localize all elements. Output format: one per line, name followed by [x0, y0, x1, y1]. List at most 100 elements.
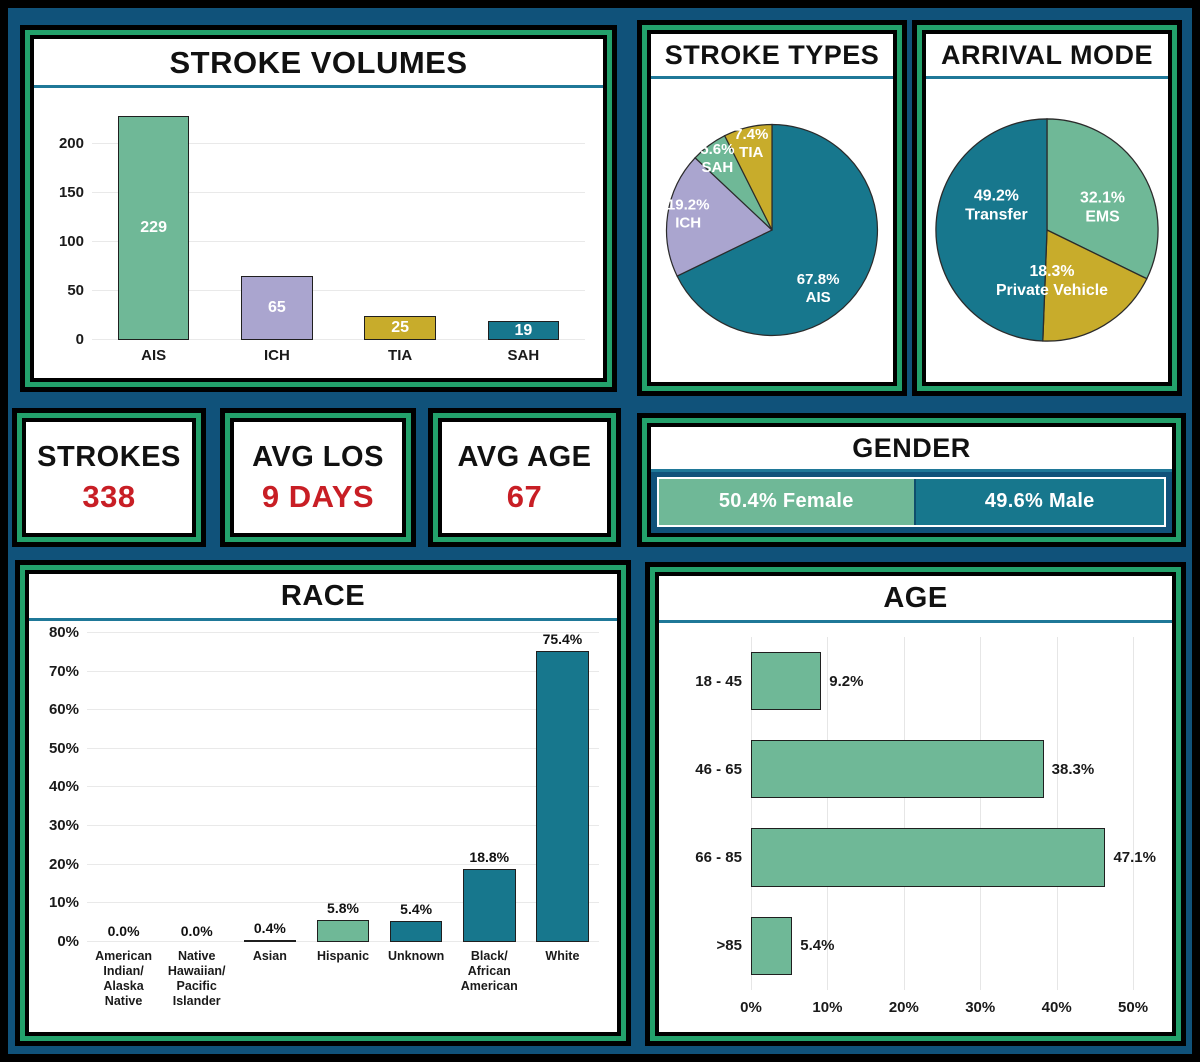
pie-slice-ich — [665, 157, 774, 278]
bar-85 — [751, 916, 793, 975]
gridline — [87, 863, 599, 865]
bar-tia: 25 — [364, 315, 436, 340]
gridline — [87, 631, 599, 633]
bar-black-african-american — [462, 869, 516, 942]
x-category-label-ich: ICH — [263, 347, 290, 364]
pie-label-sah: 5.6% SAH — [700, 142, 734, 177]
bar-column-ais: 229 — [92, 100, 215, 340]
bar-column-white: 75.4% — [526, 631, 599, 942]
bar-value-label: 25 — [391, 318, 410, 336]
y-tick-label: 100 — [58, 233, 84, 251]
bar-row-85: 5.4% — [751, 902, 1156, 990]
bar-value-label: 0.0% — [180, 923, 213, 939]
age-frame: AGE 18 - 45 46 - 65 66 - 85 >85 9.2% 38.3% 47.… — [655, 572, 1176, 1036]
race-chart: 0% 10% 20% 30% 40% 50% 60% 70% 80% 0.0% 0.0% 0.4% 5.… — [29, 621, 617, 1032]
y-tick-label: 70% — [48, 662, 79, 680]
bar-row-46-65: 38.3% — [751, 725, 1156, 813]
gender-segment-male: 49.6% Male — [913, 478, 1164, 525]
y-tick-label: 30% — [48, 817, 79, 835]
bar-value-label: 0.4% — [253, 920, 286, 937]
race-title: RACE — [29, 574, 617, 621]
panel-stroke-volumes: STROKE VOLUMES 0 50 100 150 200 229 65 25 19 AIS I… — [20, 25, 617, 392]
pie-slice-ais — [676, 124, 879, 337]
pie-label-ais: 67.8% AIS — [797, 271, 840, 306]
bar-hispanic — [316, 919, 370, 942]
y-tick-label: 80% — [48, 623, 79, 641]
bar-value-label: 5.8% — [327, 899, 359, 916]
bar-column-sah: 19 — [462, 100, 585, 340]
pie-slice-private-vehicle — [1042, 229, 1148, 342]
gridline — [92, 241, 585, 243]
pie-label-tia: 7.4% TIA — [734, 126, 768, 161]
gender-frame: GENDER 50.4% Female 49.6% Male — [647, 423, 1176, 537]
gridline — [1056, 636, 1058, 990]
gridline — [87, 902, 599, 904]
y-category-label-46-65: 46 - 65 — [695, 760, 742, 778]
avg-los-stat-label: AVG LOS — [252, 440, 384, 473]
bar-ich: 65 — [241, 276, 313, 340]
gridline — [751, 636, 752, 990]
bar-value-label: 18.8% — [469, 849, 510, 866]
stroke-types-title: STROKE TYPES — [651, 34, 893, 79]
pie-slice-tia — [723, 124, 773, 231]
bar-column-unknown: 5.4% — [380, 633, 453, 942]
bar-white — [536, 650, 589, 942]
gender-chart: 50.4% Female 49.6% Male — [651, 472, 1172, 533]
x-category-label-hispanic: Hispanic — [316, 949, 370, 963]
x-category-label-ais: AIS — [141, 347, 167, 364]
gridline — [903, 636, 905, 990]
avg-age-stat-label: AVG AGE — [457, 440, 592, 473]
x-category-label-sah: SAH — [507, 347, 540, 364]
gender-segment-label-male: 49.6% Male — [984, 490, 1095, 513]
bar-66-85 — [751, 828, 1106, 887]
arrival-mode-chart: 32.1% EMS 18.3% Private Vehicle 49.2% Transfe… — [926, 79, 1168, 382]
age-title: AGE — [659, 576, 1172, 623]
y-tick-label: 0% — [57, 933, 79, 950]
pie-slice-transfer — [935, 118, 1048, 343]
y-tick-label: 200 — [58, 135, 84, 153]
pie-slice-ems — [1046, 118, 1159, 280]
bar-value-label: 229 — [140, 218, 167, 236]
arrival-mode-title: ARRIVAL MODE — [926, 34, 1168, 79]
strokes-stat-card: STROKES 338 — [22, 418, 196, 537]
y-tick-label: 50 — [67, 282, 84, 300]
panel-avg-age-stat: AVG AGE 67 — [428, 408, 621, 547]
x-tick-label: 10% — [812, 999, 843, 1016]
age-bars: 9.2% 38.3% 47.1% 5.4% — [751, 637, 1156, 990]
gridline — [980, 636, 982, 990]
gridline — [87, 709, 599, 711]
bar-column-ich: 65 — [215, 100, 338, 340]
bar-column-hispanic: 5.8% — [306, 633, 379, 942]
race-x-axis: American Indian/ Alaska Native Native Haw… — [87, 942, 599, 1026]
gridline — [87, 825, 599, 827]
panel-gender: GENDER 50.4% Female 49.6% Male — [637, 413, 1186, 547]
bar-sah: 19 — [487, 321, 560, 340]
bar-column-tia: 25 — [339, 100, 462, 340]
x-tick-label: 30% — [965, 999, 996, 1016]
bar-row-66-85: 47.1% — [751, 813, 1156, 901]
bar-column-asian: 0.4% — [233, 633, 306, 942]
avg-los-stat-value: 9 DAYS — [261, 478, 375, 514]
pie-label-ich: 19.2% ICH — [667, 197, 710, 232]
bar-ais: 229 — [117, 115, 190, 340]
x-tick-label: 20% — [888, 999, 919, 1016]
stroke-volumes-frame: STROKE VOLUMES 0 50 100 150 200 229 65 25 19 AIS I… — [30, 35, 607, 382]
strokes-stat-label: STROKES — [37, 440, 181, 473]
avg-age-stat-value: 67 — [506, 478, 543, 514]
pie-label-transfer: 49.2% Transfer — [965, 188, 1028, 224]
bar-value-label: 47.1% — [1113, 849, 1156, 867]
bar-asian — [243, 940, 297, 942]
bar-row-18-45: 9.2% — [751, 637, 1156, 725]
bar-18-45 — [751, 651, 822, 711]
stroke-types-frame: STROKE TYPES 67.8% AIS 19.2% ICH 5.6% SAH 7.4%… — [647, 30, 897, 386]
age-chart: 18 - 45 46 - 65 66 - 85 >85 9.2% 38.3% 47.1% 5.… — [659, 623, 1172, 1032]
race-plot-area: 0% 10% 20% 30% 40% 50% 60% 70% 80% 0.0% 0.0% 0.4% 5.… — [49, 624, 599, 950]
avg-age-stat-card: AVG AGE 67 — [438, 418, 611, 537]
panel-arrival-mode: ARRIVAL MODE 32.1% EMS 18.3% Private Vehicl… — [912, 20, 1182, 396]
y-category-label-66-85: 66 - 85 — [695, 849, 742, 867]
bar-value-label: 75.4% — [542, 630, 583, 647]
bar-value-label: 0.0% — [107, 923, 140, 939]
x-tick-label: 50% — [1118, 999, 1149, 1016]
stroke-volumes-title: STROKE VOLUMES — [34, 39, 603, 89]
